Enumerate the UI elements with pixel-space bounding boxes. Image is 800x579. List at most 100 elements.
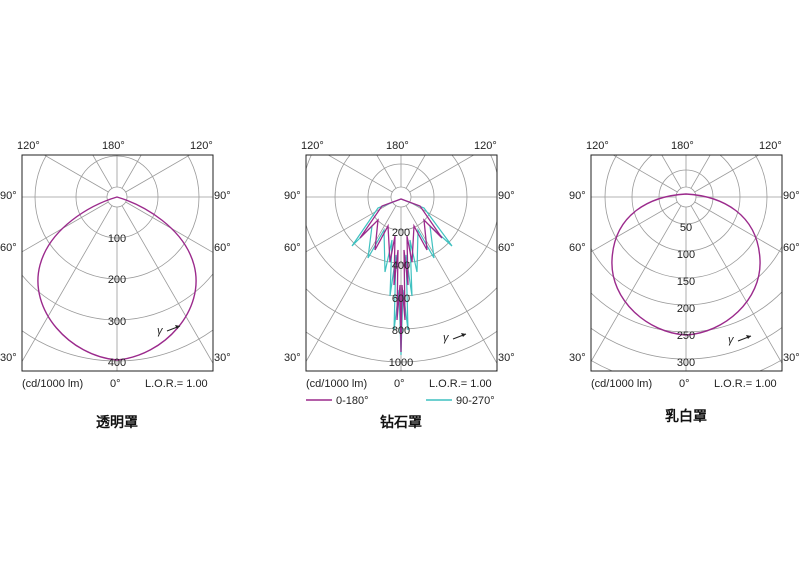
angle-label-left-upper: 90° [284,190,301,202]
angle-label-bottom: 0° [394,378,405,390]
angle-label-right-upper: 90° [214,190,231,202]
angle-label-left-low: 30° [284,352,301,364]
angle-label-right-upper: 90° [498,190,515,202]
gamma-arrow-icon [452,333,467,340]
grid-ring [390,186,412,208]
lor-label: L.O.R.= 1.00 [145,378,208,390]
grid-spoke [327,155,393,193]
radial-label: 200 [392,227,410,239]
legend-label-90-270: 90-270° [456,395,495,407]
angle-label-top-center: 180° [102,140,125,152]
radial-label: 400 [108,357,126,369]
unit-label: (cd/1000 lm) [306,378,367,390]
radial-label: 1000 [389,357,413,369]
gamma-symbol: γ [443,332,450,344]
radial-label: 100 [677,249,695,261]
gamma-arrow-icon [166,325,181,332]
angle-label-right-low: 30° [214,352,231,364]
grid-spoke [690,155,711,189]
gamma-arrow-icon [737,335,752,342]
angle-label-left-mid: 60° [284,242,301,254]
grid-spoke [43,155,109,193]
panel-caption: 钻石罩 [380,414,422,431]
grid-spoke [121,205,213,365]
radial-label: 600 [392,293,410,305]
radial-label: 300 [108,316,126,328]
intensity-curve [37,196,197,361]
legend: 0-180° 90-270° [306,395,495,407]
grid-spoke [612,155,678,193]
grid-spoke [125,201,213,253]
polar-grid [0,0,322,402]
plot-frame [21,154,214,372]
angle-label-right-low: 30° [498,352,515,364]
angle-label-left-low: 30° [569,352,586,364]
angle-label-right-mid: 60° [498,242,515,254]
lor-label: L.O.R.= 1.00 [714,378,777,390]
intensity-curve [611,193,761,336]
panel-transparent: 120° 180° 120° 90° 90° 60° 60° 30° 30° 1… [0,0,322,431]
radial-label: 300 [677,357,695,369]
radial-label: 200 [677,303,695,315]
radial-label: 200 [108,274,126,286]
intensity-curve-0-180 [359,198,443,353]
radial-label: 100 [108,233,126,245]
unit-label: (cd/1000 lm) [591,378,652,390]
panel-caption: 乳白罩 [665,408,707,425]
grid-spoke [694,201,782,253]
angle-label-left-upper: 90° [569,190,586,202]
grid-spoke [690,205,782,365]
angle-label-left-mid: 60° [0,242,17,254]
grid-spoke [22,205,113,363]
angle-label-left-mid: 60° [569,242,586,254]
angle-label-top-center: 180° [386,140,409,152]
grid-spoke [306,205,397,363]
grid-spoke [405,155,426,189]
panel-milky: 120° 180° 120° 90° 90° 60° 60° 30° 30° 5… [569,140,800,425]
grid-ring [0,0,322,402]
angle-label-top-left: 120° [301,140,324,152]
angle-label-left-low: 30° [0,352,17,364]
grid-spoke [306,201,393,253]
legend-label-0-180: 0-180° [336,395,369,407]
angle-label-top-right: 120° [190,140,213,152]
grid-spoke [92,155,113,189]
grid-spoke [591,201,678,253]
radial-label: 150 [677,276,695,288]
plot-frame [305,154,498,372]
plot-frame [590,154,783,372]
angle-label-right-mid: 60° [214,242,231,254]
angle-label-bottom: 0° [679,378,690,390]
angle-label-right-low: 30° [783,352,800,364]
grid-ring [675,186,697,208]
angle-label-bottom: 0° [110,378,121,390]
radial-label: 400 [392,260,410,272]
grid-spoke [694,155,760,193]
radial-label: 800 [392,325,410,337]
grid-spoke [405,205,497,365]
polar-grid [591,155,782,371]
radial-label: 50 [680,222,692,234]
angle-label-right-mid: 60° [783,242,800,254]
gamma-symbol: γ [728,334,735,346]
unit-label: (cd/1000 lm) [22,378,83,390]
grid-spoke [121,155,142,189]
grid-spoke [409,155,475,193]
grid-spoke [661,155,682,189]
angle-label-top-left: 120° [17,140,40,152]
grid-spoke [22,201,109,253]
panel-caption: 透明罩 [96,415,138,431]
gamma-symbol: γ [157,325,164,337]
lor-label: L.O.R.= 1.00 [429,378,492,390]
grid-spoke [591,205,682,363]
angle-label-top-right: 120° [759,140,782,152]
angle-label-top-right: 120° [474,140,497,152]
grid-spoke [409,201,497,253]
grid-spoke [125,155,191,193]
angle-label-right-upper: 90° [783,190,800,202]
angle-label-top-center: 180° [671,140,694,152]
radial-label: 250 [677,330,695,342]
